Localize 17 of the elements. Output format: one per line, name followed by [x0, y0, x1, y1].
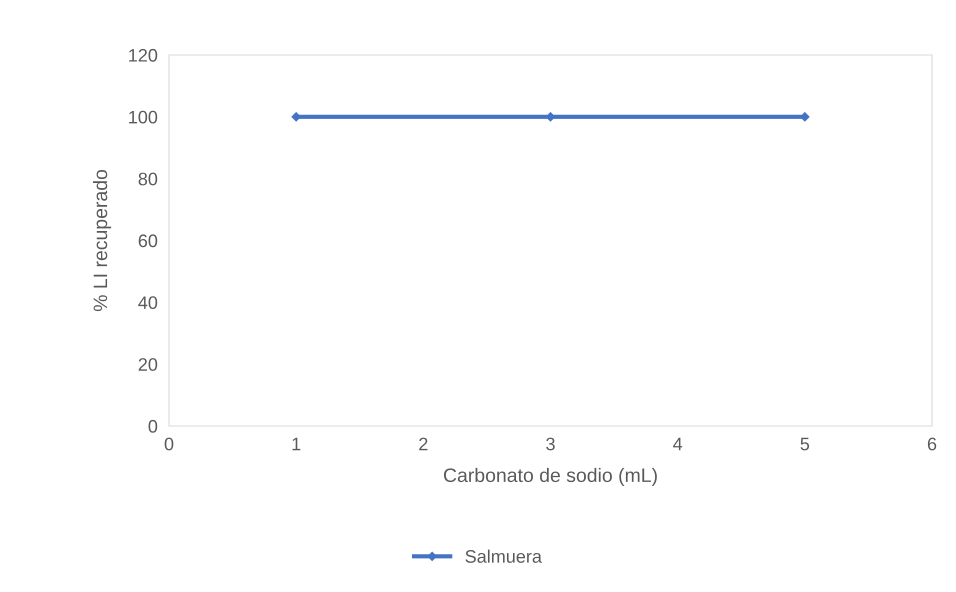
legend-label: Salmuera — [465, 550, 542, 563]
y-tick-label: 0 — [148, 420, 158, 433]
x-tick-label: 0 — [164, 438, 174, 450]
x-axis-title: Carbonato de sodio (mL) — [444, 468, 657, 486]
y-tick-label: 60 — [138, 234, 158, 248]
x-tick-label: 6 — [928, 438, 936, 450]
x-tick-label: 3 — [546, 438, 555, 450]
x-tick-label: 1 — [292, 438, 300, 450]
x-tick-label: 4 — [673, 438, 682, 450]
y-tick-label: 100 — [129, 110, 158, 124]
x-tick-label: 2 — [419, 438, 428, 450]
y-tick-label: 40 — [138, 296, 158, 310]
y-tick-label: 120 — [129, 48, 158, 62]
y-tick-label: 20 — [138, 358, 158, 371]
y-tick-label: 80 — [138, 172, 158, 186]
y-axis-title: % LI recuperado — [92, 170, 112, 312]
x-tick-label: 5 — [800, 438, 810, 450]
